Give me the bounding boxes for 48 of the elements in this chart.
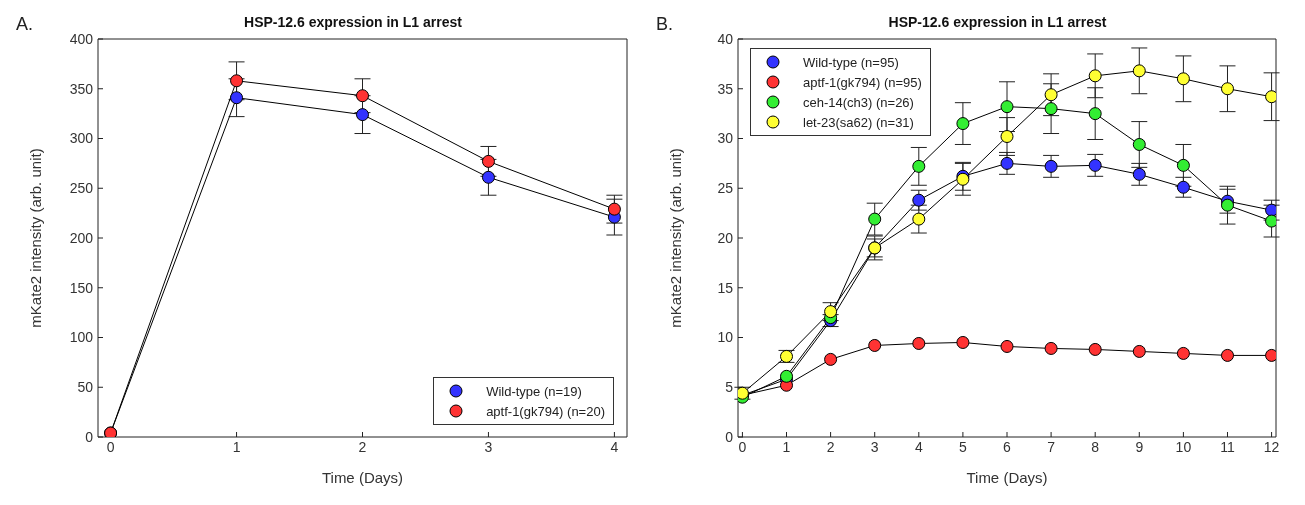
x-tick-label: 3 [870, 438, 879, 455]
y-axis-title: mKate2 intensity (arb. unit) [27, 148, 45, 328]
y-tick-label: 200 [69, 229, 94, 246]
legend-label: aptf-1(gk794) (n=95) [803, 74, 922, 90]
x-tick-label: 8 [1091, 438, 1100, 455]
legend-label: let-23(sa62) (n=31) [803, 114, 914, 130]
x-tick-label: 10 [1175, 438, 1192, 455]
y-tick-label: 15 [717, 279, 734, 296]
legend-label: Wild-type (n=95) [803, 54, 899, 70]
x-tick-label: 0 [738, 438, 747, 455]
y-tick-label: 150 [69, 279, 94, 296]
x-tick-label: 0 [106, 438, 115, 455]
y-axis-title: mKate2 intensity (arb. unit) [667, 148, 685, 328]
y-tick-label: 25 [717, 180, 734, 197]
x-tick-label: 1 [782, 438, 791, 455]
x-axis-title: Time (Days) [321, 469, 404, 486]
x-tick-label: 6 [1003, 438, 1012, 455]
chart-title: HSP-12.6 expression in L1 arrest [887, 14, 1108, 30]
legend-label: Wild-type (n=19) [486, 383, 582, 399]
y-tick-label: 40 [717, 30, 734, 47]
x-tick-label: 11 [1220, 438, 1235, 455]
x-tick-label: 4 [914, 438, 923, 455]
x-tick-label: 5 [959, 438, 967, 455]
x-tick-label: 4 [610, 438, 619, 455]
y-tick-label: 50 [77, 379, 94, 396]
y-tick-label: 300 [69, 130, 94, 147]
y-tick-label: 35 [717, 80, 734, 97]
x-tick-label: 3 [484, 438, 493, 455]
legend-label: ceh-14(ch3) (n=26) [803, 94, 914, 110]
chart-title: HSP-12.6 expression in L1 arrest [243, 14, 463, 30]
y-tick-label: 10 [717, 329, 734, 346]
x-tick-label: 1 [232, 438, 241, 455]
text: B. [656, 14, 674, 35]
x-tick-label: 12 [1263, 438, 1280, 455]
x-tick-label: 2 [358, 438, 367, 455]
x-tick-label: 7 [1047, 438, 1056, 455]
y-tick-label: 30 [717, 130, 734, 147]
y-tick-label: 250 [69, 180, 94, 197]
y-tick-label: 400 [69, 30, 94, 47]
y-tick-label: 20 [717, 229, 734, 246]
x-tick-label: 9 [1135, 438, 1144, 455]
text: A. [16, 14, 34, 35]
x-axis-title: Time (Days) [966, 469, 1048, 486]
x-tick-label: 2 [826, 438, 835, 455]
y-tick-label: 350 [69, 80, 94, 97]
legend-label: aptf-1(gk794) (n=20) [486, 403, 605, 419]
y-tick-label: 100 [69, 329, 94, 346]
y-tick-label: 5 [725, 379, 734, 396]
